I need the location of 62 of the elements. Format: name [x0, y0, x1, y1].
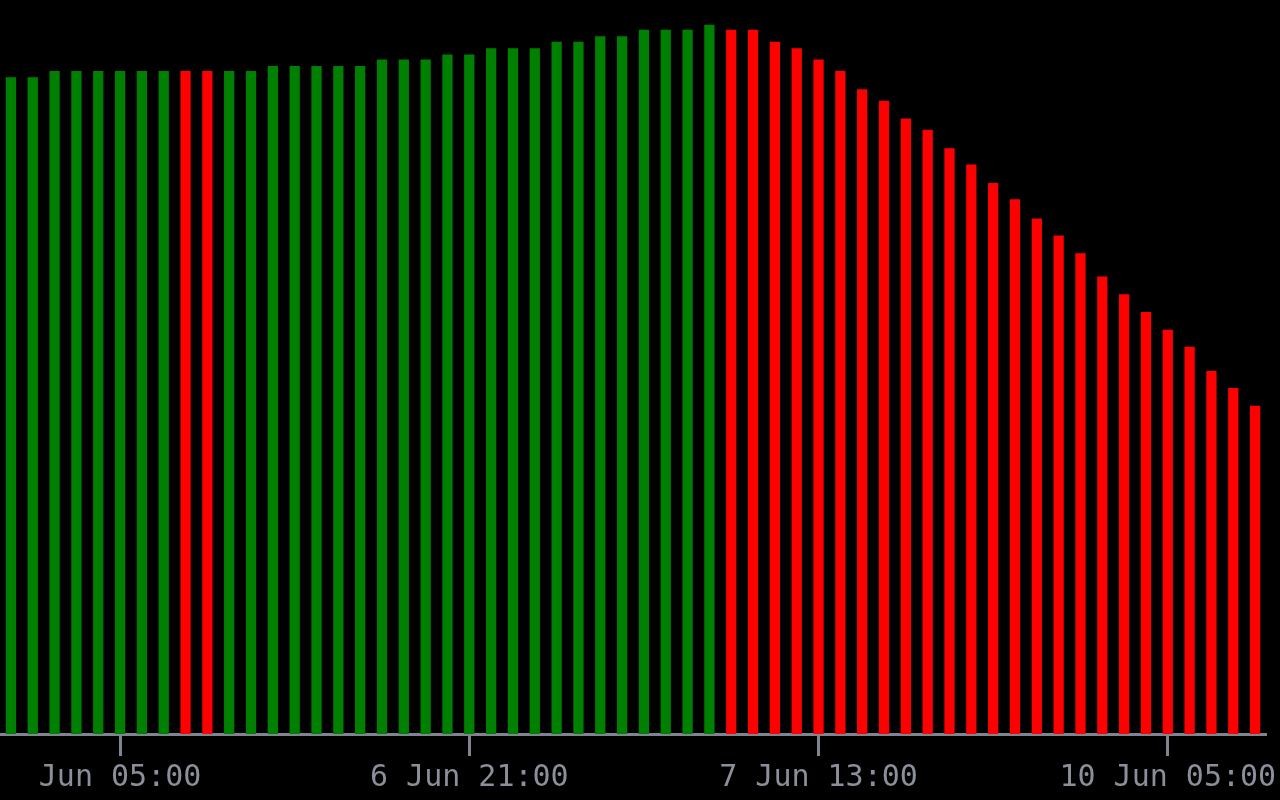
bar: [857, 89, 868, 734]
bar: [813, 59, 824, 734]
bar: [791, 48, 802, 734]
bar: [1249, 405, 1261, 734]
bar: [398, 59, 409, 734]
bar: [158, 70, 169, 734]
bar: [420, 59, 431, 734]
bar: [1140, 312, 1152, 734]
bar: [595, 36, 606, 734]
bar: [616, 36, 628, 734]
bar: [267, 65, 278, 734]
bar: [1075, 253, 1086, 734]
bar: [1184, 346, 1195, 734]
bar: [442, 54, 453, 734]
x-tick-label: 6 Jun 21:00: [369, 757, 569, 793]
bar: [27, 77, 38, 734]
bar: [224, 70, 235, 734]
bar: [180, 70, 191, 734]
bar: [900, 118, 911, 734]
bar: [485, 48, 497, 734]
bar: [311, 65, 322, 734]
bar: [944, 148, 955, 734]
bar: [966, 164, 977, 734]
bar: [922, 129, 933, 734]
bar: [573, 41, 584, 734]
x-tick-label: 10 Jun 05:00: [1059, 757, 1277, 793]
bar: [507, 48, 519, 734]
bar: [529, 48, 540, 734]
bar: [114, 70, 126, 734]
bar: [5, 77, 17, 734]
bar: [1009, 199, 1021, 734]
bar: [289, 65, 300, 734]
bar: [988, 182, 999, 734]
bar: [49, 70, 60, 734]
bar: [71, 70, 82, 734]
bar: [1118, 294, 1130, 734]
bar: [1097, 276, 1108, 734]
bar: [1031, 218, 1042, 734]
bar: [245, 70, 257, 734]
bar: [747, 29, 759, 734]
bar: [769, 41, 781, 734]
x-tick-label: Jun 05:00: [38, 757, 202, 793]
bar: [551, 41, 562, 734]
bar: [355, 65, 366, 734]
bar: [878, 100, 890, 734]
bar: [376, 59, 388, 734]
bar: [1228, 387, 1239, 734]
bar: [464, 54, 475, 734]
bar: [1206, 370, 1217, 734]
bar: [202, 70, 213, 734]
bar: [93, 70, 104, 734]
bar: [726, 29, 737, 734]
bar: [682, 29, 693, 734]
bar: [333, 65, 344, 734]
bar: [704, 24, 715, 734]
bar: [1162, 329, 1173, 734]
bar: [1053, 235, 1064, 734]
bar: [660, 29, 671, 734]
bar: [835, 70, 846, 734]
bar: [136, 70, 148, 734]
bar: [638, 29, 650, 734]
x-tick-label: 7 Jun 13:00: [719, 757, 918, 793]
